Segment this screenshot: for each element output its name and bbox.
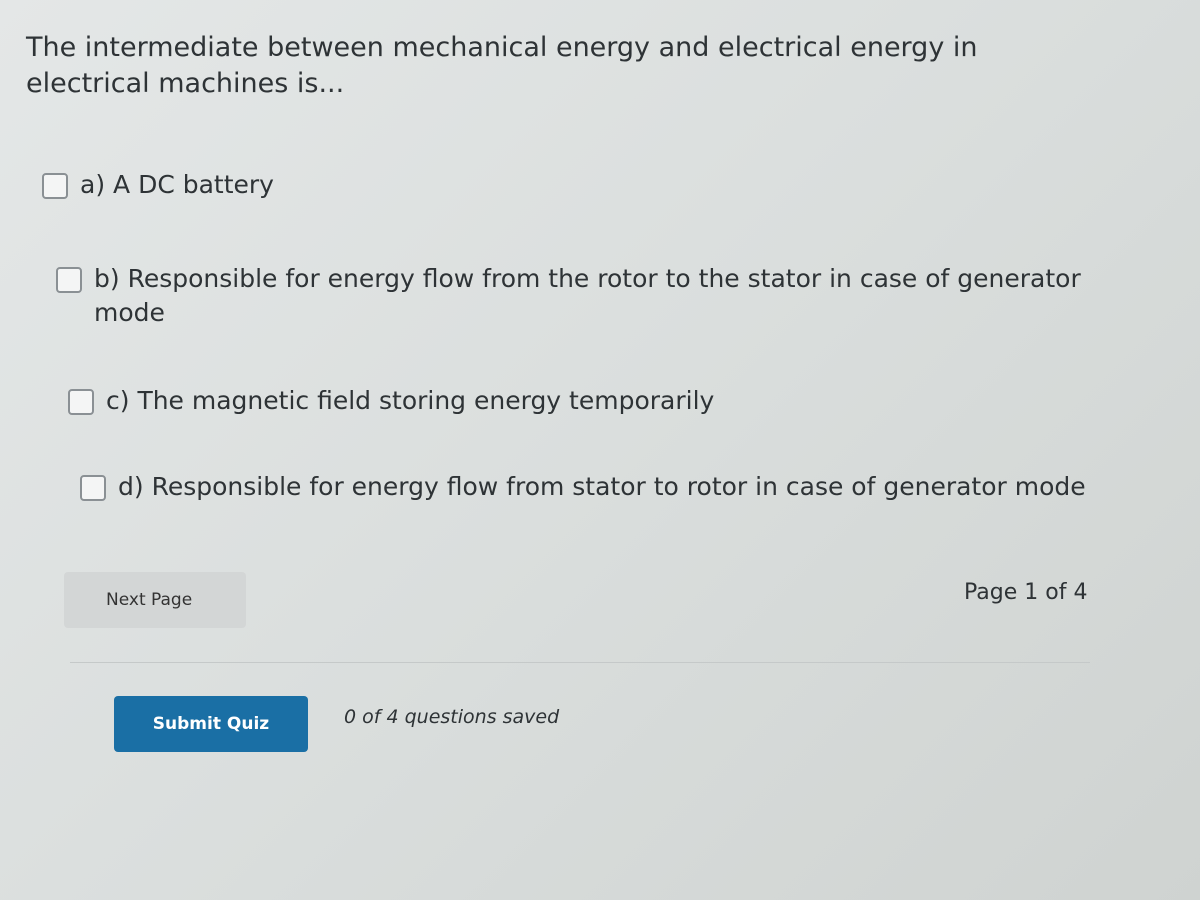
question-text: The intermediate between mechanical ener… [26, 32, 978, 99]
option[interactable]: a) A DC battery [42, 168, 274, 202]
option-label: a) A DC battery [80, 170, 274, 199]
page-indicator: Page 1 of 4 [964, 580, 1088, 605]
checkbox[interactable] [80, 475, 106, 501]
checkbox[interactable] [56, 267, 82, 293]
option[interactable]: d) Responsible for energy flow from stat… [80, 470, 1086, 504]
option-label: c) The magnetic field storing energy tem… [106, 386, 715, 415]
option-label: b) Responsible for energy flow from the … [94, 264, 1081, 327]
submit-quiz-button[interactable]: Submit Quiz [114, 696, 308, 752]
checkbox[interactable] [42, 173, 68, 199]
option-label: d) Responsible for energy flow from stat… [118, 472, 1086, 501]
option[interactable]: b) Responsible for energy flow from the … [56, 262, 1126, 330]
divider [70, 662, 1090, 663]
save-status: 0 of 4 questions saved [344, 706, 560, 728]
checkbox[interactable] [68, 389, 94, 415]
next-page-button[interactable]: Next Page [64, 572, 246, 628]
option[interactable]: c) The magnetic field storing energy tem… [68, 384, 714, 418]
